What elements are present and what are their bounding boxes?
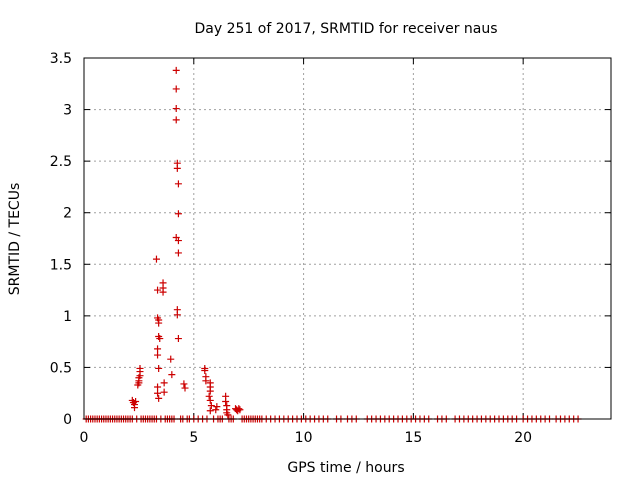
data-point [173,164,181,172]
data-point [156,335,164,343]
data-point [131,404,139,412]
data-point [236,406,244,414]
data-point [174,335,182,343]
data-point [180,380,188,388]
data-point [160,388,168,396]
y-tick-label: 0 [63,412,72,428]
data-point [206,407,214,415]
data-point [167,355,175,363]
data-point [202,377,210,385]
data-point [206,396,214,404]
data-point [205,392,213,400]
data-point [174,237,182,245]
data-point [154,383,162,391]
x-tick-label: 20 [514,430,532,446]
y-tick-label: 1.5 [50,257,72,273]
data-points [82,66,582,423]
x-tick-label: 5 [189,430,198,446]
y-tick-label: 1 [63,309,72,325]
data-point [224,411,232,419]
y-tick-label: 0.5 [50,360,72,376]
data-point [212,406,220,414]
x-tick-label: 0 [80,430,89,446]
data-point [154,389,162,397]
x-axis-label: GPS time / hours [287,460,404,476]
y-axis-label: SRMTID / TECUs [7,183,23,296]
data-point [168,371,176,379]
data-point [172,105,180,113]
data-point [172,66,180,74]
data-point [132,397,140,405]
data-point [222,397,230,405]
data-point [152,255,160,263]
plot-area-frame [83,57,612,420]
data-point [155,394,163,402]
x-tick-label: 15 [404,430,422,446]
data-point [155,319,163,327]
y-tick-label: 2 [63,206,72,222]
data-point [154,345,162,353]
data-point [172,85,180,93]
x-tick-label: 10 [295,430,313,446]
data-point [201,367,209,375]
data-point [235,405,243,413]
data-point [213,403,221,411]
chart-title: Day 251 of 2017, SRMTID for receiver nau… [194,21,497,37]
data-point [173,311,181,319]
y-tick-label: 2.5 [50,154,72,170]
data-point [174,249,182,257]
data-point [207,402,215,410]
data-point [174,180,182,188]
data-point [172,116,180,124]
data-point [181,384,189,392]
y-tick-label: 3 [63,103,72,119]
data-point [154,286,162,294]
data-point [174,210,182,218]
axis-ticks: 0 5 10 15 20 0 0.5 1 1.5 2 2.5 3 3.5 [50,51,611,446]
data-point [155,364,163,372]
grid-lines [84,58,611,419]
data-point [159,288,167,296]
data-point [154,351,162,359]
y-tick-label: 3.5 [50,51,72,67]
data-point [160,379,168,387]
data-point [136,364,144,372]
data-point [206,387,214,395]
